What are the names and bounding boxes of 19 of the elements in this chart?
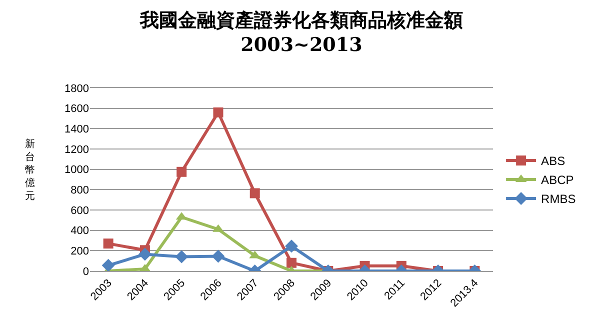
legend-label: ABS (541, 154, 566, 168)
chart-subtitle: 2003~2013 (240, 34, 362, 56)
y-tick-label: 200 (70, 246, 89, 258)
y-tick-label: 1600 (64, 103, 89, 116)
y-tick-label: 0 (82, 266, 89, 278)
legend-label: RMBS (541, 192, 576, 206)
y-tick-label: 600 (70, 204, 89, 217)
y-tick-label: 1200 (64, 144, 89, 156)
y-axis-title: 新台幣億元 (25, 138, 35, 202)
y-tick-label: 1800 (64, 82, 89, 95)
point (176, 166, 187, 177)
point (250, 188, 260, 198)
point (213, 107, 224, 118)
y-tick-label: 800 (70, 184, 89, 197)
y-tick-label: 1000 (64, 164, 89, 176)
y-tick-label: 400 (70, 225, 89, 238)
chart-title: 我國金融資產證券化各類商品核准金額 (139, 9, 463, 32)
y-tick-label: 1400 (64, 124, 89, 136)
legend-label: ABCP (541, 173, 574, 188)
